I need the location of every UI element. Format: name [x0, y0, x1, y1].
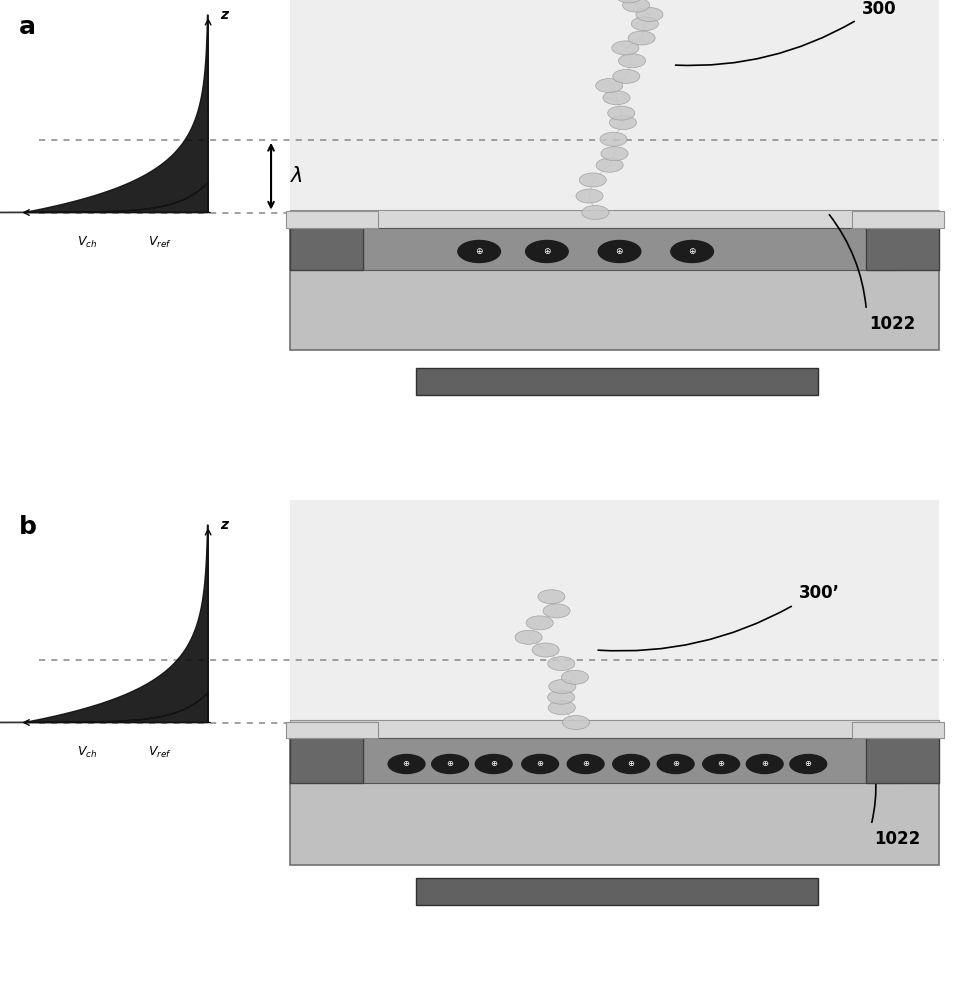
FancyBboxPatch shape	[363, 738, 900, 782]
Circle shape	[671, 240, 713, 262]
Circle shape	[532, 643, 560, 657]
Circle shape	[538, 590, 565, 604]
FancyBboxPatch shape	[286, 212, 378, 228]
Circle shape	[657, 754, 694, 774]
FancyBboxPatch shape	[363, 228, 900, 270]
Text: $\oplus$: $\oplus$	[582, 760, 590, 768]
Circle shape	[603, 91, 630, 105]
Circle shape	[601, 147, 628, 161]
Circle shape	[628, 31, 655, 45]
FancyBboxPatch shape	[290, 210, 939, 228]
Circle shape	[548, 701, 575, 715]
Text: b: b	[19, 515, 37, 539]
Circle shape	[579, 173, 606, 187]
FancyBboxPatch shape	[866, 722, 939, 782]
FancyBboxPatch shape	[290, 213, 363, 270]
Text: 300’: 300’	[799, 584, 839, 602]
Text: 300: 300	[862, 0, 896, 17]
FancyBboxPatch shape	[286, 722, 378, 738]
Circle shape	[543, 604, 570, 618]
Circle shape	[631, 17, 658, 31]
Circle shape	[549, 680, 576, 694]
Text: z: z	[220, 518, 227, 532]
Circle shape	[548, 690, 575, 704]
Circle shape	[790, 754, 827, 774]
Circle shape	[613, 754, 650, 774]
Text: a: a	[19, 15, 37, 39]
Text: $\oplus$: $\oplus$	[761, 760, 769, 768]
Circle shape	[613, 69, 640, 83]
Text: $V_{ch}$: $V_{ch}$	[77, 745, 97, 760]
Circle shape	[622, 0, 650, 12]
Circle shape	[616, 0, 643, 3]
Polygon shape	[0, 692, 208, 722]
Text: $\oplus$: $\oplus$	[615, 246, 624, 256]
FancyBboxPatch shape	[290, 0, 939, 228]
Circle shape	[561, 670, 589, 684]
FancyBboxPatch shape	[290, 722, 363, 782]
Circle shape	[527, 616, 554, 630]
Circle shape	[515, 630, 542, 644]
Text: 1022: 1022	[874, 830, 921, 848]
Text: z: z	[220, 8, 227, 22]
FancyBboxPatch shape	[416, 878, 818, 905]
Circle shape	[475, 754, 512, 774]
Text: $\oplus$: $\oplus$	[717, 760, 725, 768]
Text: $\oplus$: $\oplus$	[542, 246, 552, 256]
Text: $\lambda$: $\lambda$	[290, 166, 304, 186]
Polygon shape	[24, 525, 208, 722]
Circle shape	[595, 79, 622, 93]
Text: $V_{ref}$: $V_{ref}$	[148, 235, 171, 250]
Text: $\oplus$: $\oplus$	[474, 246, 484, 256]
Circle shape	[432, 754, 469, 774]
Circle shape	[609, 116, 636, 130]
Circle shape	[608, 106, 635, 120]
Text: $\oplus$: $\oplus$	[536, 760, 544, 768]
Circle shape	[522, 754, 559, 774]
Circle shape	[458, 240, 500, 262]
Circle shape	[548, 657, 575, 671]
Circle shape	[612, 41, 639, 55]
Text: $\oplus$: $\oplus$	[672, 760, 680, 768]
FancyBboxPatch shape	[866, 213, 939, 270]
Polygon shape	[0, 182, 208, 213]
Circle shape	[388, 754, 425, 774]
Circle shape	[567, 754, 604, 774]
Circle shape	[703, 754, 740, 774]
FancyBboxPatch shape	[290, 500, 939, 738]
Text: $\oplus$: $\oplus$	[804, 760, 812, 768]
Text: $\oplus$: $\oplus$	[627, 760, 635, 768]
FancyBboxPatch shape	[416, 367, 818, 395]
Circle shape	[619, 54, 646, 68]
Text: $\oplus$: $\oplus$	[446, 760, 454, 768]
Circle shape	[596, 158, 623, 172]
Circle shape	[636, 8, 663, 22]
FancyBboxPatch shape	[852, 212, 944, 228]
Text: $\oplus$: $\oplus$	[490, 760, 498, 768]
Circle shape	[576, 189, 603, 203]
Text: $\oplus$: $\oplus$	[403, 760, 410, 768]
Circle shape	[600, 132, 627, 146]
Text: $V_{ref}$: $V_{ref}$	[148, 745, 171, 760]
Circle shape	[526, 240, 568, 262]
FancyBboxPatch shape	[290, 720, 939, 738]
Polygon shape	[24, 15, 208, 213]
FancyBboxPatch shape	[290, 730, 939, 865]
FancyBboxPatch shape	[852, 722, 944, 738]
FancyBboxPatch shape	[290, 220, 939, 350]
Circle shape	[746, 754, 783, 774]
Circle shape	[562, 716, 590, 730]
Text: 1022: 1022	[869, 315, 916, 333]
Circle shape	[582, 206, 609, 220]
Text: $V_{ch}$: $V_{ch}$	[77, 235, 97, 250]
Circle shape	[598, 240, 641, 262]
Text: $\oplus$: $\oplus$	[687, 246, 697, 256]
